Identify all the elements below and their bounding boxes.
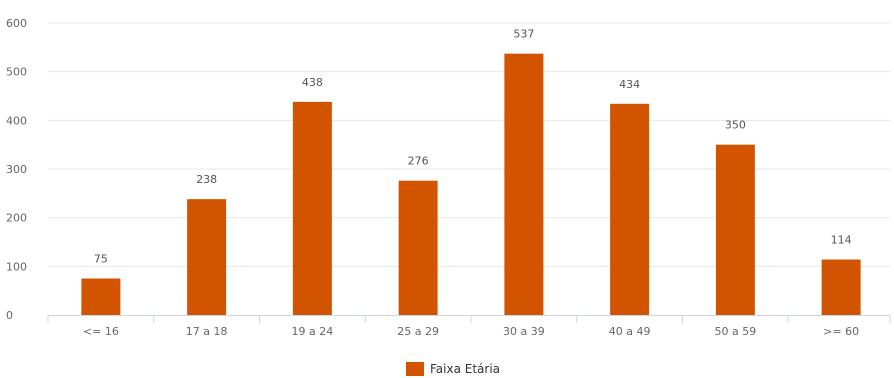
bar <box>187 199 227 315</box>
y-tick-label: 500 <box>6 66 27 79</box>
bar <box>292 101 332 315</box>
bar <box>715 144 755 315</box>
bar <box>821 259 861 315</box>
grid-lines <box>48 22 890 267</box>
y-tick-label: 300 <box>6 163 27 176</box>
x-tick-label: 50 a 59 <box>715 325 757 338</box>
y-axis: 0 100 200 300 400 500 600 <box>6 17 27 322</box>
x-tick-label: 40 a 49 <box>609 325 651 338</box>
x-tick-label: >= 60 <box>823 325 859 338</box>
bars <box>81 53 861 315</box>
x-tick-label: 30 a 39 <box>503 325 545 338</box>
data-label: 276 <box>408 155 429 168</box>
y-tick-label: 200 <box>6 212 27 225</box>
data-label: 350 <box>725 119 746 132</box>
legend-swatch <box>406 362 424 376</box>
data-label: 434 <box>619 78 640 91</box>
data-label: 75 <box>94 253 108 266</box>
data-label: 114 <box>831 234 852 247</box>
x-tick-label: 17 a 18 <box>186 325 228 338</box>
bar <box>81 278 121 315</box>
data-label: 537 <box>513 28 534 41</box>
bar <box>504 53 544 315</box>
x-tick-label: <= 16 <box>83 325 119 338</box>
y-tick-label: 600 <box>6 17 27 30</box>
data-label: 438 <box>302 76 323 89</box>
y-tick-label: 100 <box>6 260 27 273</box>
legend[interactable]: Faixa Etária <box>406 362 500 376</box>
x-tick-label: 19 a 24 <box>292 325 334 338</box>
data-labels: 75 238 438 276 537 434 350 114 <box>94 28 852 266</box>
y-tick-label: 400 <box>6 114 27 127</box>
y-tick-label: 0 <box>6 309 13 322</box>
legend-label: Faixa Etária <box>430 362 501 376</box>
x-axis: <= 16 17 a 18 19 a 24 25 a 29 30 a 39 40 a 49… <box>47 315 891 338</box>
bar <box>610 103 650 315</box>
x-tick-label: 25 a 29 <box>397 325 439 338</box>
bar <box>398 180 438 315</box>
data-label: 238 <box>196 173 217 186</box>
